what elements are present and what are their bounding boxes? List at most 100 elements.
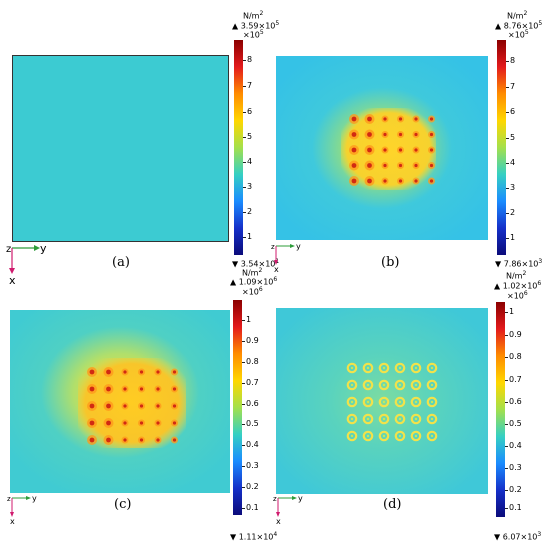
hotspot-core — [414, 417, 418, 421]
colorbar-a — [234, 40, 243, 255]
hotspot-ring — [394, 430, 406, 442]
hotspot-peak — [351, 178, 357, 184]
colorbar-tick: 0.3 — [242, 461, 259, 470]
hotspot-peak — [398, 148, 403, 152]
colorbar-tick: 1 — [504, 307, 515, 316]
hotspot-peak — [89, 369, 95, 375]
axis-y-label: y — [298, 494, 303, 503]
hotspot-peak — [414, 179, 418, 183]
axis-triad-c: z y x — [7, 494, 37, 526]
hotspot-core — [398, 434, 402, 438]
colorbar-tick: 4 — [242, 157, 253, 166]
hotspot-ring — [410, 413, 422, 425]
hotspot-ring — [362, 379, 374, 391]
hotspot-peak — [123, 438, 127, 442]
hotspot-peak — [398, 163, 403, 168]
hotspot-core — [398, 400, 402, 404]
hotspot-ring — [378, 396, 390, 408]
colorbar-tick: 7 — [505, 82, 516, 91]
hotspot-ring — [346, 379, 358, 391]
hotspot-peak — [367, 132, 372, 137]
unit-label-b: N/m2 — [507, 10, 528, 21]
hotspot-core — [430, 400, 434, 404]
hotspot-peak — [383, 148, 387, 152]
colorbar-tick: 0.2 — [505, 485, 522, 494]
colorbar-tick: 2 — [242, 207, 253, 216]
hotspot-ring — [346, 413, 358, 425]
hotspot-peak — [414, 163, 418, 168]
colorbar-tick: 0.1 — [242, 503, 259, 512]
colorbar-d — [496, 302, 505, 517]
colorbar-c — [233, 300, 242, 515]
scale-factor-c: ×106 — [242, 286, 263, 297]
hotspot-core — [430, 434, 434, 438]
hotspot-core — [414, 434, 418, 438]
hotspot-peak — [172, 404, 177, 408]
hotspot-peak — [383, 179, 387, 183]
unit-label-a: N/m2 — [243, 10, 264, 21]
hotspot-core — [382, 400, 386, 404]
colorbar-tick: 6 — [242, 107, 253, 116]
colorbar-tick: 0.6 — [242, 399, 259, 408]
hotspot-peak — [398, 132, 403, 137]
hotspot-peak — [351, 116, 357, 122]
hotspot-core — [430, 417, 434, 421]
hotspot-ring — [394, 362, 406, 374]
hotspot-core — [366, 417, 370, 421]
colorbar-tick: 7 — [242, 81, 253, 90]
hotspot-ring — [410, 362, 422, 374]
hotspot-peak — [106, 386, 111, 392]
hotspot-ring — [378, 362, 390, 374]
hotspot-peak — [429, 163, 434, 168]
hotspot-ring — [426, 362, 438, 374]
colorbar-tick: 0.8 — [242, 357, 259, 366]
hotspot-peak — [429, 179, 434, 183]
hotspot-core — [414, 400, 418, 404]
hotspot-core — [350, 400, 354, 404]
min-value-b: ▼ 7.86×103 — [495, 258, 543, 269]
unit-label-d: N/m2 — [506, 270, 527, 281]
hotspot-peak — [106, 420, 111, 426]
hotspot-ring — [362, 430, 374, 442]
hotspot-ring — [394, 379, 406, 391]
hotspot-ring — [378, 430, 390, 442]
hotspot-peak — [139, 438, 144, 442]
hotspot-ring — [410, 396, 422, 408]
hotspot-peak — [123, 370, 127, 374]
stress-plot-b — [276, 56, 488, 240]
hotspot-ring — [362, 396, 374, 408]
hotspot-peak — [367, 178, 372, 184]
stress-plot-d — [276, 308, 488, 494]
hotspot-core — [414, 383, 418, 387]
hotspot-ring — [410, 379, 422, 391]
hotspot-core — [430, 383, 434, 387]
axis-x-label: x — [274, 265, 279, 274]
axis-z-label: z — [6, 244, 11, 255]
hotspot-ring — [426, 396, 438, 408]
hotspot-core — [350, 434, 354, 438]
hotspot-peak — [123, 404, 127, 408]
hotspot-peak — [172, 421, 177, 425]
axis-z-label: z — [7, 495, 11, 503]
hotspot-peak — [106, 437, 111, 443]
hotspot-peak — [398, 179, 403, 183]
hotspot-peak — [123, 387, 127, 391]
hotspot-core — [350, 417, 354, 421]
hotspot-peak — [89, 386, 95, 392]
hotspot-peak — [351, 147, 357, 153]
hotspot-ring — [378, 413, 390, 425]
hotspot-peak — [414, 148, 418, 152]
hotspot-core — [366, 383, 370, 387]
unit-label-c: N/m2 — [242, 267, 263, 278]
hotspot-core — [382, 417, 386, 421]
stress-plot-c — [10, 310, 230, 493]
axis-z-label: z — [271, 243, 275, 251]
max-value-d: ▲ 1.02×106 — [494, 280, 542, 291]
hotspot-peak — [106, 403, 111, 409]
hotspot-core — [398, 366, 402, 370]
stress-plot-a — [12, 55, 229, 242]
hotspot-peak — [398, 117, 403, 121]
max-value-b: ▲ 8.76×105 — [495, 20, 543, 31]
colorbar-tick: 0.7 — [505, 375, 522, 384]
hotspot-peak — [89, 420, 95, 426]
